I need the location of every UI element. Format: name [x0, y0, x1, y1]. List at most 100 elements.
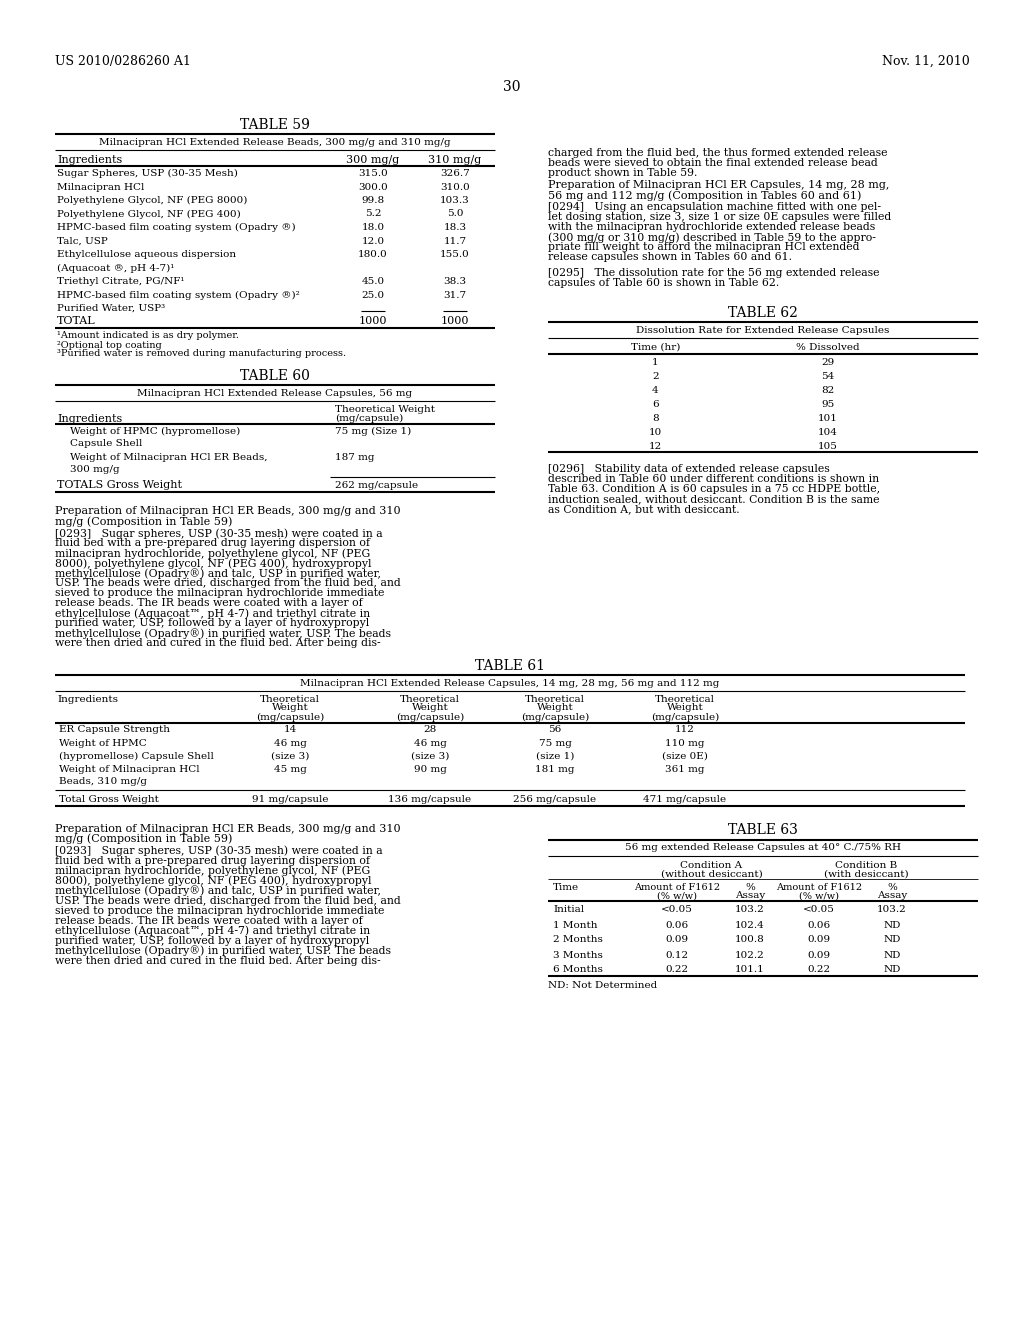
Text: with the milnacipran hydrochloride extended release beads: with the milnacipran hydrochloride exten…: [548, 222, 876, 232]
Text: beads were sieved to obtain the final extended release bead: beads were sieved to obtain the final ex…: [548, 158, 878, 168]
Text: 14: 14: [284, 726, 297, 734]
Text: methylcellulose (Opadry®) in purified water, USP. The beads: methylcellulose (Opadry®) in purified wa…: [55, 945, 391, 956]
Text: [0294]   Using an encapsulation machine fitted with one pel-: [0294] Using an encapsulation machine fi…: [548, 202, 881, 213]
Text: ND: ND: [884, 950, 901, 960]
Text: Nov. 11, 2010: Nov. 11, 2010: [883, 55, 970, 69]
Text: Sugar Spheres, USP (30-35 Mesh): Sugar Spheres, USP (30-35 Mesh): [57, 169, 238, 178]
Text: 136 mg/capsule: 136 mg/capsule: [388, 795, 472, 804]
Text: Milnacipran HCl Extended Release Capsules, 56 mg: Milnacipran HCl Extended Release Capsule…: [137, 388, 413, 397]
Text: ND: ND: [884, 936, 901, 945]
Text: Preparation of Milnacipran HCl ER Beads, 300 mg/g and 310: Preparation of Milnacipran HCl ER Beads,…: [55, 507, 400, 516]
Text: 31.7: 31.7: [443, 290, 467, 300]
Text: 29: 29: [821, 358, 835, 367]
Text: Weight: Weight: [667, 704, 703, 713]
Text: 0.22: 0.22: [807, 965, 830, 974]
Text: 46 mg: 46 mg: [273, 738, 306, 747]
Text: fluid bed with a pre-prepared drug layering dispersion of: fluid bed with a pre-prepared drug layer…: [55, 855, 370, 866]
Text: Ingredients: Ingredients: [57, 694, 118, 704]
Text: purified water, USP, followed by a layer of hydroxypropyl: purified water, USP, followed by a layer…: [55, 936, 370, 945]
Text: 300 mg/g: 300 mg/g: [70, 466, 120, 474]
Text: 102.4: 102.4: [735, 920, 765, 929]
Text: Milnacipran HCl Extended Release Beads, 300 mg/g and 310 mg/g: Milnacipran HCl Extended Release Beads, …: [99, 139, 451, 147]
Text: Ingredients: Ingredients: [57, 413, 122, 424]
Text: % Dissolved: % Dissolved: [796, 343, 859, 352]
Text: 75 mg: 75 mg: [539, 738, 571, 747]
Text: 91 mg/capsule: 91 mg/capsule: [252, 795, 329, 804]
Text: 300.0: 300.0: [358, 182, 388, 191]
Text: 1000: 1000: [358, 317, 387, 326]
Text: Preparation of Milnacipran HCl ER Capsules, 14 mg, 28 mg,: Preparation of Milnacipran HCl ER Capsul…: [548, 180, 890, 190]
Text: fluid bed with a pre-prepared drug layering dispersion of: fluid bed with a pre-prepared drug layer…: [55, 539, 370, 549]
Text: 25.0: 25.0: [361, 290, 385, 300]
Text: 181 mg: 181 mg: [536, 764, 574, 774]
Text: 6 Months: 6 Months: [553, 965, 603, 974]
Text: USP. The beads were dried, discharged from the fluid bed, and: USP. The beads were dried, discharged fr…: [55, 895, 400, 906]
Text: [0296]   Stability data of extended release capsules: [0296] Stability data of extended releas…: [548, 465, 829, 474]
Text: 0.06: 0.06: [666, 920, 688, 929]
Text: 11.7: 11.7: [443, 236, 467, 246]
Text: 12: 12: [649, 442, 663, 451]
Text: 471 mg/capsule: 471 mg/capsule: [643, 795, 727, 804]
Text: (size 3): (size 3): [270, 751, 309, 760]
Text: (mg/capsule): (mg/capsule): [256, 713, 325, 722]
Text: Table 63. Condition A is 60 capsules in a 75 cc HDPE bottle,: Table 63. Condition A is 60 capsules in …: [548, 484, 880, 494]
Text: Polyethylene Glycol, NF (PEG 400): Polyethylene Glycol, NF (PEG 400): [57, 210, 241, 219]
Text: Amount of F1612: Amount of F1612: [776, 883, 862, 891]
Text: capsules of Table 60 is shown in Table 62.: capsules of Table 60 is shown in Table 6…: [548, 279, 779, 288]
Text: 28: 28: [423, 726, 436, 734]
Text: (mg/capsule): (mg/capsule): [335, 413, 403, 422]
Text: 262 mg/capsule: 262 mg/capsule: [335, 480, 418, 490]
Text: (Aquacoat ®, pH 4-7)¹: (Aquacoat ®, pH 4-7)¹: [57, 264, 174, 273]
Text: 3 Months: 3 Months: [553, 950, 603, 960]
Text: ND: ND: [884, 965, 901, 974]
Text: (300 mg/g or 310 mg/g) described in Table 59 to the appro-: (300 mg/g or 310 mg/g) described in Tabl…: [548, 232, 876, 243]
Text: Amount of F1612: Amount of F1612: [634, 883, 720, 891]
Text: Total Gross Weight: Total Gross Weight: [59, 795, 159, 804]
Text: [0295]   The dissolution rate for the 56 mg extended release: [0295] The dissolution rate for the 56 m…: [548, 268, 880, 279]
Text: methylcellulose (Opadry®) and talc, USP in purified water,: methylcellulose (Opadry®) and talc, USP …: [55, 569, 381, 579]
Text: 6: 6: [652, 400, 658, 409]
Text: 101.1: 101.1: [735, 965, 765, 974]
Text: 310 mg/g: 310 mg/g: [428, 154, 481, 165]
Text: <0.05: <0.05: [803, 906, 835, 915]
Text: Weight: Weight: [271, 704, 308, 713]
Text: HPMC-based film coating system (Opadry ®)²: HPMC-based film coating system (Opadry ®…: [57, 290, 300, 300]
Text: 75 mg (Size 1): 75 mg (Size 1): [335, 426, 412, 436]
Text: 99.8: 99.8: [361, 195, 385, 205]
Text: ER Capsule Strength: ER Capsule Strength: [59, 726, 170, 734]
Text: 18.3: 18.3: [443, 223, 467, 232]
Text: 12.0: 12.0: [361, 236, 385, 246]
Text: ND: Not Determined: ND: Not Determined: [548, 982, 657, 990]
Text: purified water, USP, followed by a layer of hydroxypropyl: purified water, USP, followed by a layer…: [55, 619, 370, 628]
Text: Ethylcellulose aqueous dispersion: Ethylcellulose aqueous dispersion: [57, 249, 237, 259]
Text: methylcellulose (Opadry®) in purified water, USP. The beads: methylcellulose (Opadry®) in purified wa…: [55, 628, 391, 639]
Text: USP. The beads were dried, discharged from the fluid bed, and: USP. The beads were dried, discharged fr…: [55, 578, 400, 589]
Text: 0.12: 0.12: [666, 950, 688, 960]
Text: release beads. The IR beads were coated with a layer of: release beads. The IR beads were coated …: [55, 916, 362, 925]
Text: Weight: Weight: [537, 704, 573, 713]
Text: TABLE 60: TABLE 60: [240, 368, 310, 383]
Text: 8000), polyethylene glycol, NF (PEG 400), hydroxypropyl: 8000), polyethylene glycol, NF (PEG 400)…: [55, 558, 372, 569]
Text: ND: ND: [884, 920, 901, 929]
Text: Theoretical: Theoretical: [400, 694, 460, 704]
Text: 256 mg/capsule: 256 mg/capsule: [513, 795, 597, 804]
Text: Ingredients: Ingredients: [57, 154, 122, 165]
Text: TABLE 63: TABLE 63: [728, 824, 798, 837]
Text: 0.09: 0.09: [807, 936, 830, 945]
Text: Dissolution Rate for Extended Release Capsules: Dissolution Rate for Extended Release Ca…: [636, 326, 890, 335]
Text: 46 mg: 46 mg: [414, 738, 446, 747]
Text: 5.2: 5.2: [365, 210, 381, 219]
Text: described in Table 60 under different conditions is shown in: described in Table 60 under different co…: [548, 474, 880, 484]
Text: sieved to produce the milnacipran hydrochloride immediate: sieved to produce the milnacipran hydroc…: [55, 906, 384, 916]
Text: 4: 4: [652, 385, 658, 395]
Text: 0.06: 0.06: [807, 920, 830, 929]
Text: Capsule Shell: Capsule Shell: [70, 440, 142, 449]
Text: milnacipran hydrochloride, polyethylene glycol, NF (PEG: milnacipran hydrochloride, polyethylene …: [55, 549, 371, 560]
Text: TABLE 59: TABLE 59: [240, 117, 310, 132]
Text: product shown in Table 59.: product shown in Table 59.: [548, 168, 697, 178]
Text: 2: 2: [652, 372, 658, 381]
Text: (size 3): (size 3): [411, 751, 450, 760]
Text: (hypromellose) Capsule Shell: (hypromellose) Capsule Shell: [59, 751, 214, 760]
Text: Condition B: Condition B: [836, 861, 897, 870]
Text: 30: 30: [503, 81, 521, 94]
